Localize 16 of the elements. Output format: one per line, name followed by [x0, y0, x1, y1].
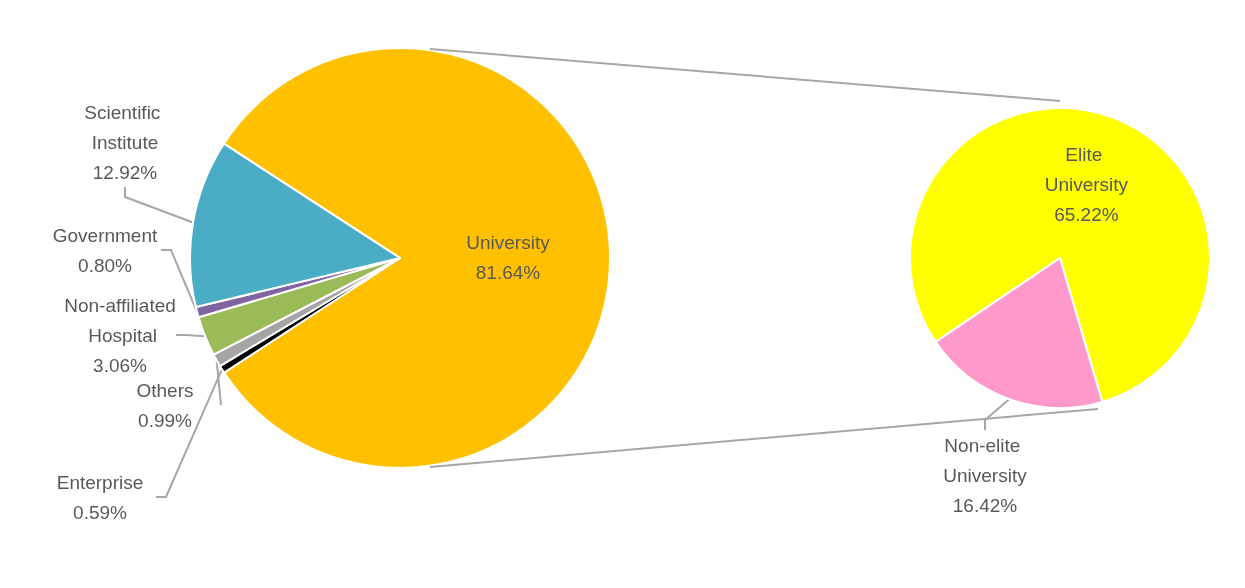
slice-label: Non-elite University	[943, 434, 1028, 486]
data-label: 12.92%	[92, 161, 158, 183]
data-label: 16.42%	[952, 494, 1018, 516]
data-label: 81.64%	[475, 262, 541, 284]
slice-label: Government	[52, 224, 158, 246]
data-label: 3.06%	[93, 354, 148, 376]
slice-label: University	[466, 232, 551, 254]
slice-label: Non-affiliated Hospital	[64, 294, 176, 346]
slice-label: Scientific Institute	[84, 101, 166, 153]
data-label: 0.59%	[73, 501, 128, 523]
data-label: 0.99%	[138, 409, 193, 431]
slice-label: Elite University	[1044, 144, 1129, 196]
data-label: 65.22%	[1054, 204, 1119, 226]
legend-label: Others	[136, 379, 194, 401]
data-label: 0.80%	[78, 254, 133, 276]
slice-label: Enterprise	[56, 471, 144, 493]
